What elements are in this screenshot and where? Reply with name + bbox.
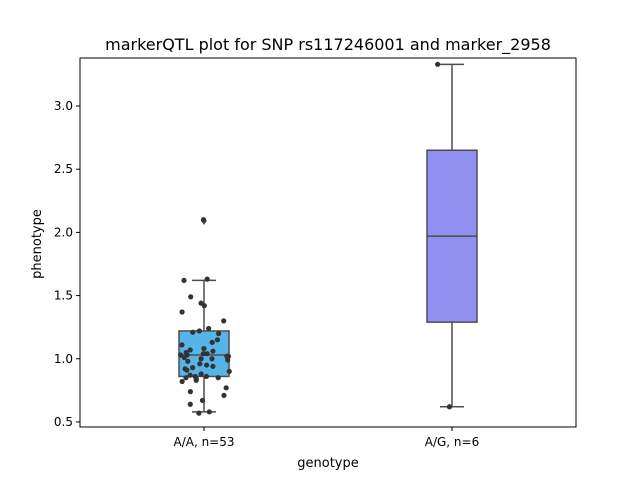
data-point [206, 325, 212, 332]
y-tick-label: 1.5 [54, 289, 73, 303]
data-point [209, 339, 215, 345]
data-point [204, 362, 210, 368]
data-point [178, 352, 184, 358]
axes-frame [79, 57, 577, 428]
data-point [204, 276, 210, 282]
data-point [182, 366, 188, 372]
data-point [201, 303, 207, 309]
data-point [210, 348, 216, 354]
data-point [223, 385, 229, 391]
data-point [198, 356, 204, 362]
data-point [446, 404, 453, 410]
data-point [203, 373, 210, 380]
chart-title: markerQTL plot for SNP rs117246001 and m… [105, 35, 551, 55]
data-point [204, 351, 210, 357]
data-point [181, 277, 187, 284]
data-point [225, 357, 231, 363]
data-point [179, 342, 185, 348]
data-point [206, 409, 212, 415]
y-tick-label: 3.0 [54, 99, 73, 113]
data-point [185, 358, 191, 364]
data-point [226, 368, 232, 374]
x-tick-label: A/G, n=6 [425, 435, 479, 449]
data-point [190, 329, 196, 335]
data-point [188, 294, 194, 300]
data-point [196, 328, 202, 334]
y-tick-label: 2.0 [54, 225, 73, 239]
y-tick-label: 1.0 [54, 352, 73, 366]
data-point [179, 378, 185, 385]
data-point [216, 330, 222, 337]
data-point [200, 217, 207, 223]
x-axis-label: genotype [297, 456, 358, 471]
data-point [198, 371, 204, 377]
data-point [200, 351, 206, 357]
box-group [426, 63, 478, 408]
data-point [187, 372, 193, 378]
plot-area [178, 61, 478, 416]
data-point [197, 361, 203, 367]
data-point [209, 356, 215, 362]
data-point [221, 318, 227, 324]
y-axis-label: phenotype [30, 209, 45, 279]
x-tick-label: A/A, n=53 [173, 435, 234, 449]
data-point [187, 347, 193, 353]
y-tick-label: 2.5 [54, 162, 73, 176]
data-point [221, 392, 227, 399]
data-point [435, 61, 441, 67]
data-point [193, 377, 199, 383]
data-point [179, 309, 185, 315]
data-point [214, 337, 221, 343]
data-point [210, 363, 216, 369]
data-point [181, 354, 187, 361]
data-point [201, 346, 207, 352]
data-point [199, 397, 206, 404]
data-point [196, 410, 202, 416]
data-point [183, 375, 189, 381]
data-point [187, 401, 193, 407]
y-tick-label: 0.5 [54, 415, 73, 429]
data-point [215, 375, 221, 381]
data-point [187, 389, 194, 395]
data-point [190, 365, 196, 371]
